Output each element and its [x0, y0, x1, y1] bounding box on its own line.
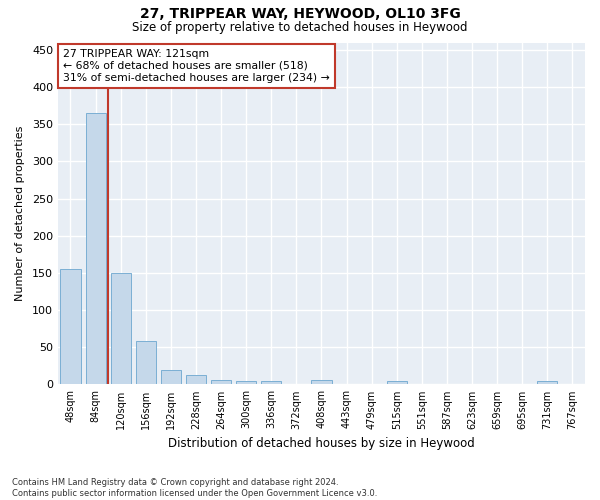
- Bar: [86, 113, 106, 384]
- Bar: [311, 380, 332, 384]
- Bar: [211, 380, 231, 384]
- Bar: [236, 382, 256, 384]
- Bar: [110, 273, 131, 384]
- X-axis label: Distribution of detached houses by size in Heywood: Distribution of detached houses by size …: [168, 437, 475, 450]
- Bar: [387, 380, 407, 384]
- Bar: [61, 269, 80, 384]
- Y-axis label: Number of detached properties: Number of detached properties: [15, 126, 25, 301]
- Bar: [136, 342, 156, 384]
- Text: Contains HM Land Registry data © Crown copyright and database right 2024.
Contai: Contains HM Land Registry data © Crown c…: [12, 478, 377, 498]
- Bar: [161, 370, 181, 384]
- Bar: [261, 382, 281, 384]
- Bar: [186, 375, 206, 384]
- Bar: [538, 380, 557, 384]
- Text: 27 TRIPPEAR WAY: 121sqm
← 68% of detached houses are smaller (518)
31% of semi-d: 27 TRIPPEAR WAY: 121sqm ← 68% of detache…: [63, 50, 330, 82]
- Text: Size of property relative to detached houses in Heywood: Size of property relative to detached ho…: [132, 21, 468, 34]
- Text: 27, TRIPPEAR WAY, HEYWOOD, OL10 3FG: 27, TRIPPEAR WAY, HEYWOOD, OL10 3FG: [140, 8, 460, 22]
